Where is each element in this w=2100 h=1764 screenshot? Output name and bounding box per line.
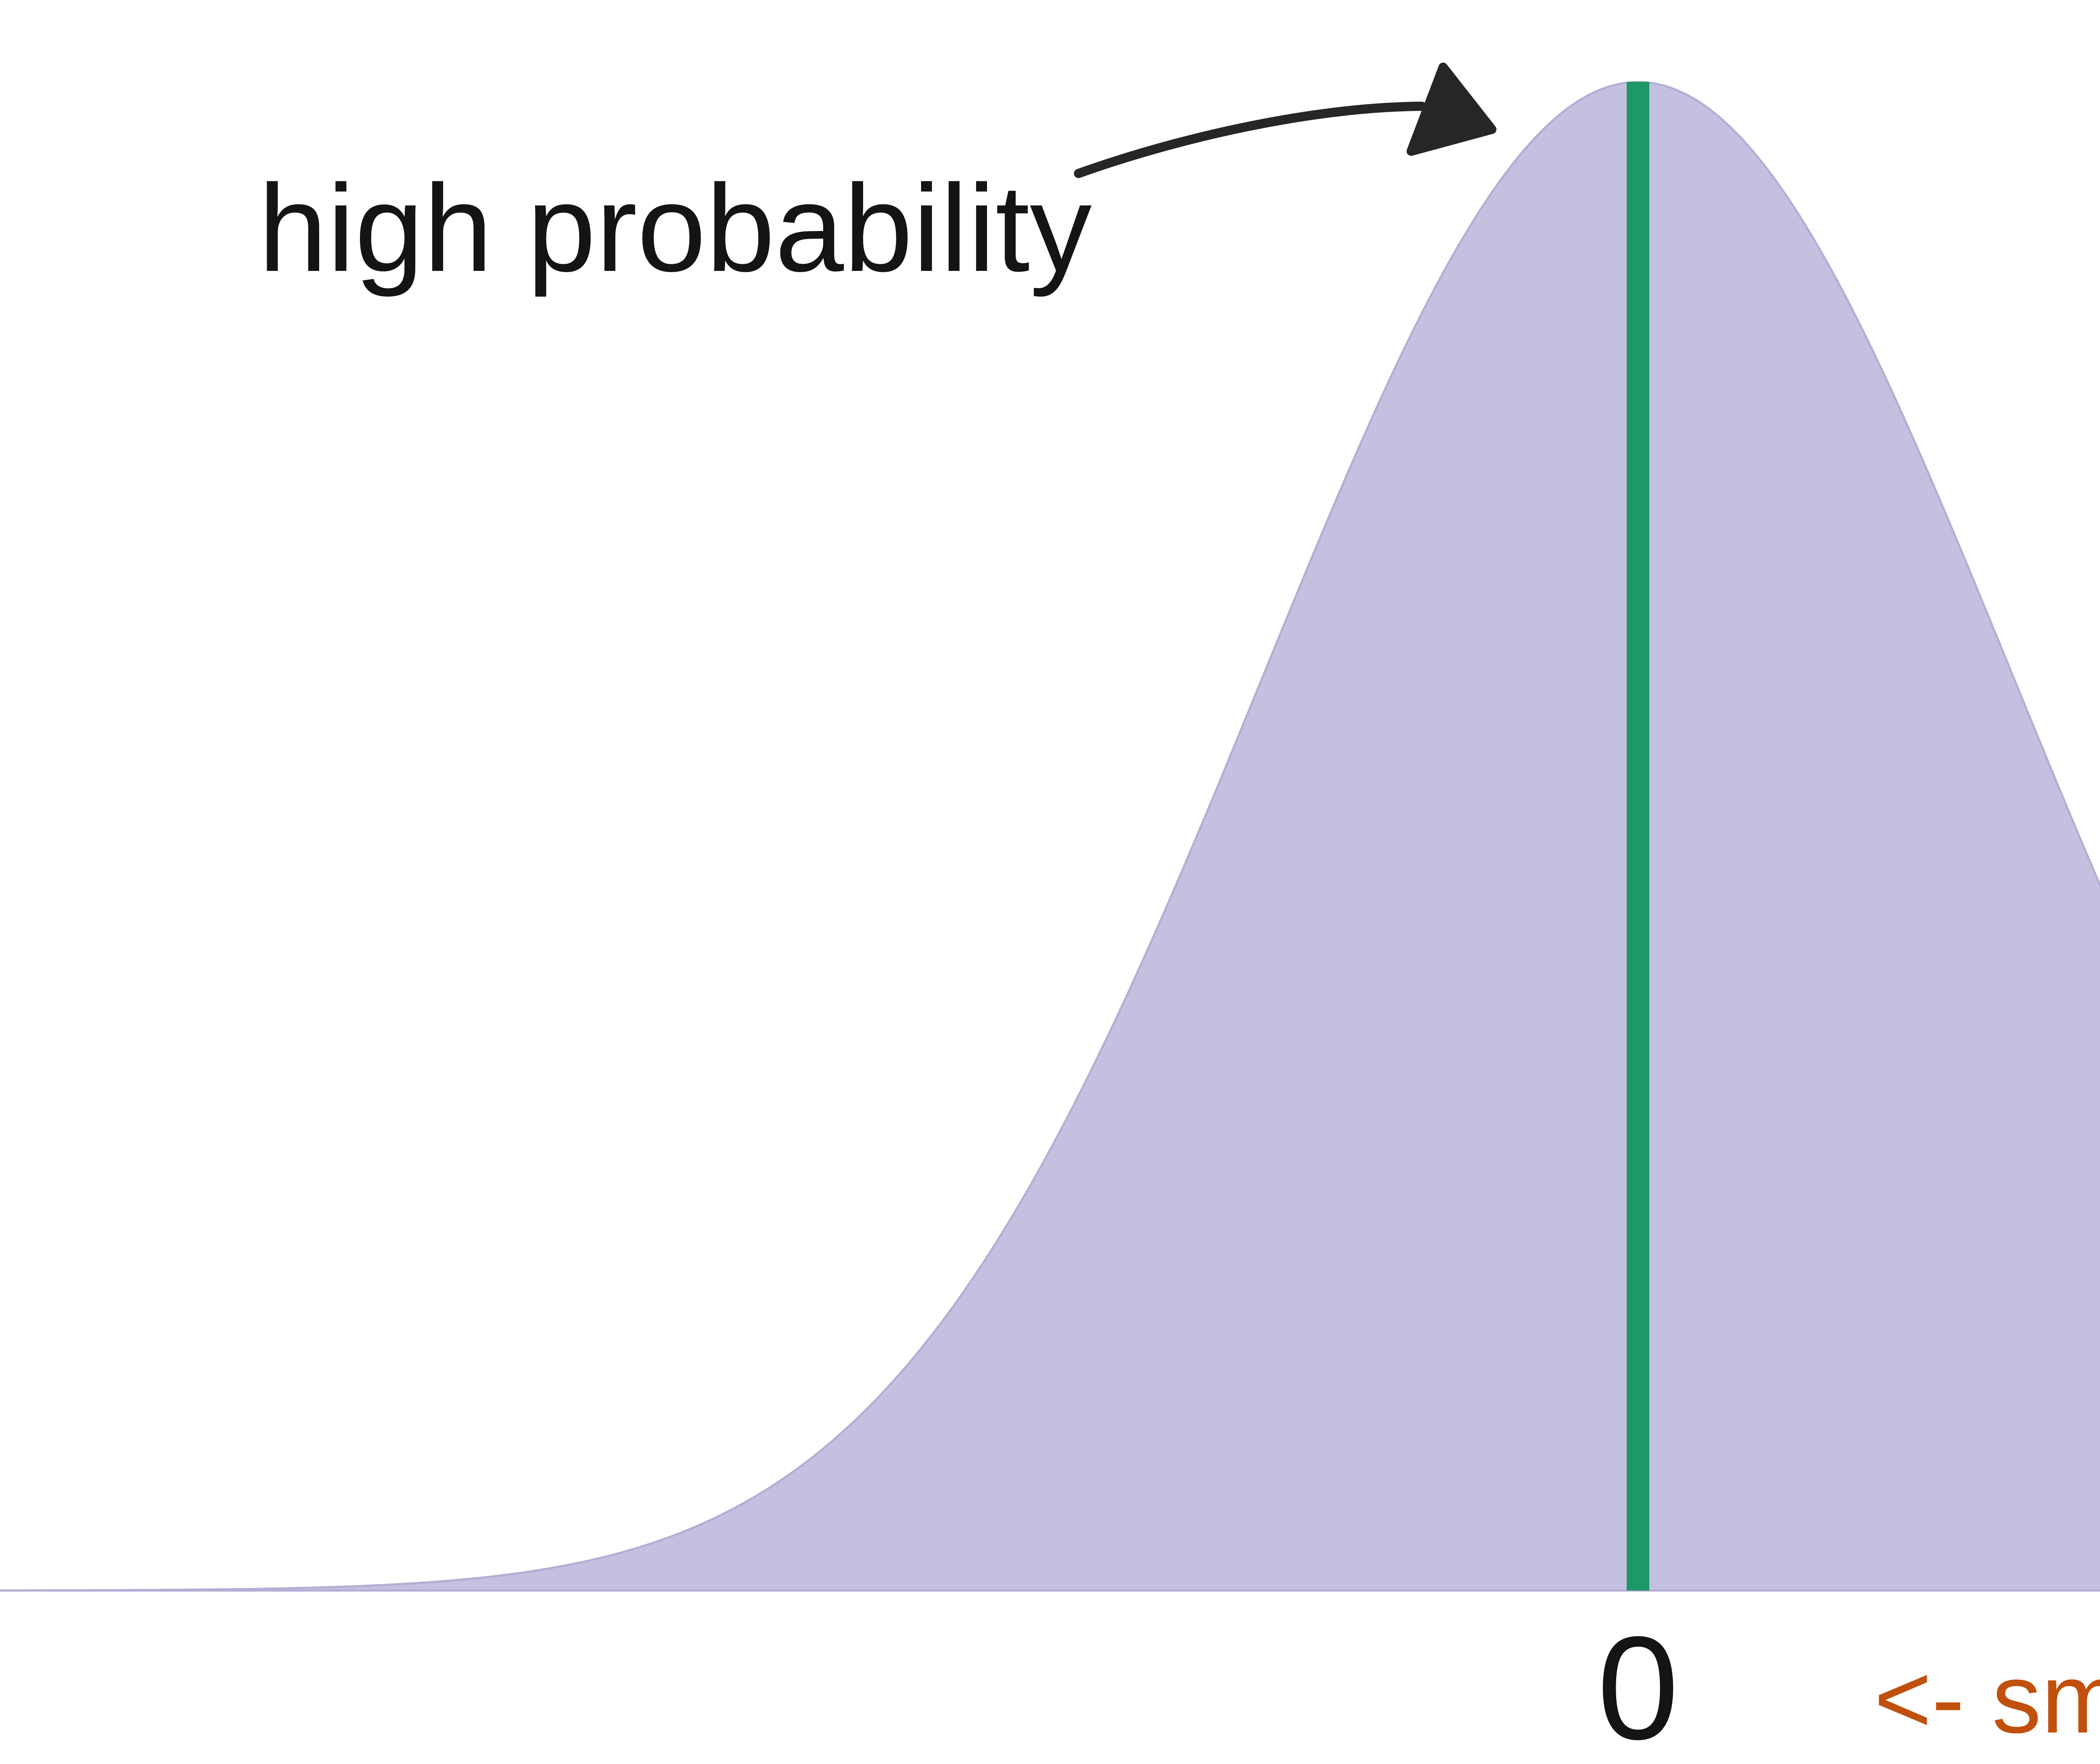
svg-text:high probability: high probability	[258, 159, 1092, 298]
svg-text:<- smaller ---- bigger ->: <- smaller ---- bigger ->	[1874, 1643, 2100, 1754]
svg-text:0: 0	[1597, 1606, 1679, 1764]
